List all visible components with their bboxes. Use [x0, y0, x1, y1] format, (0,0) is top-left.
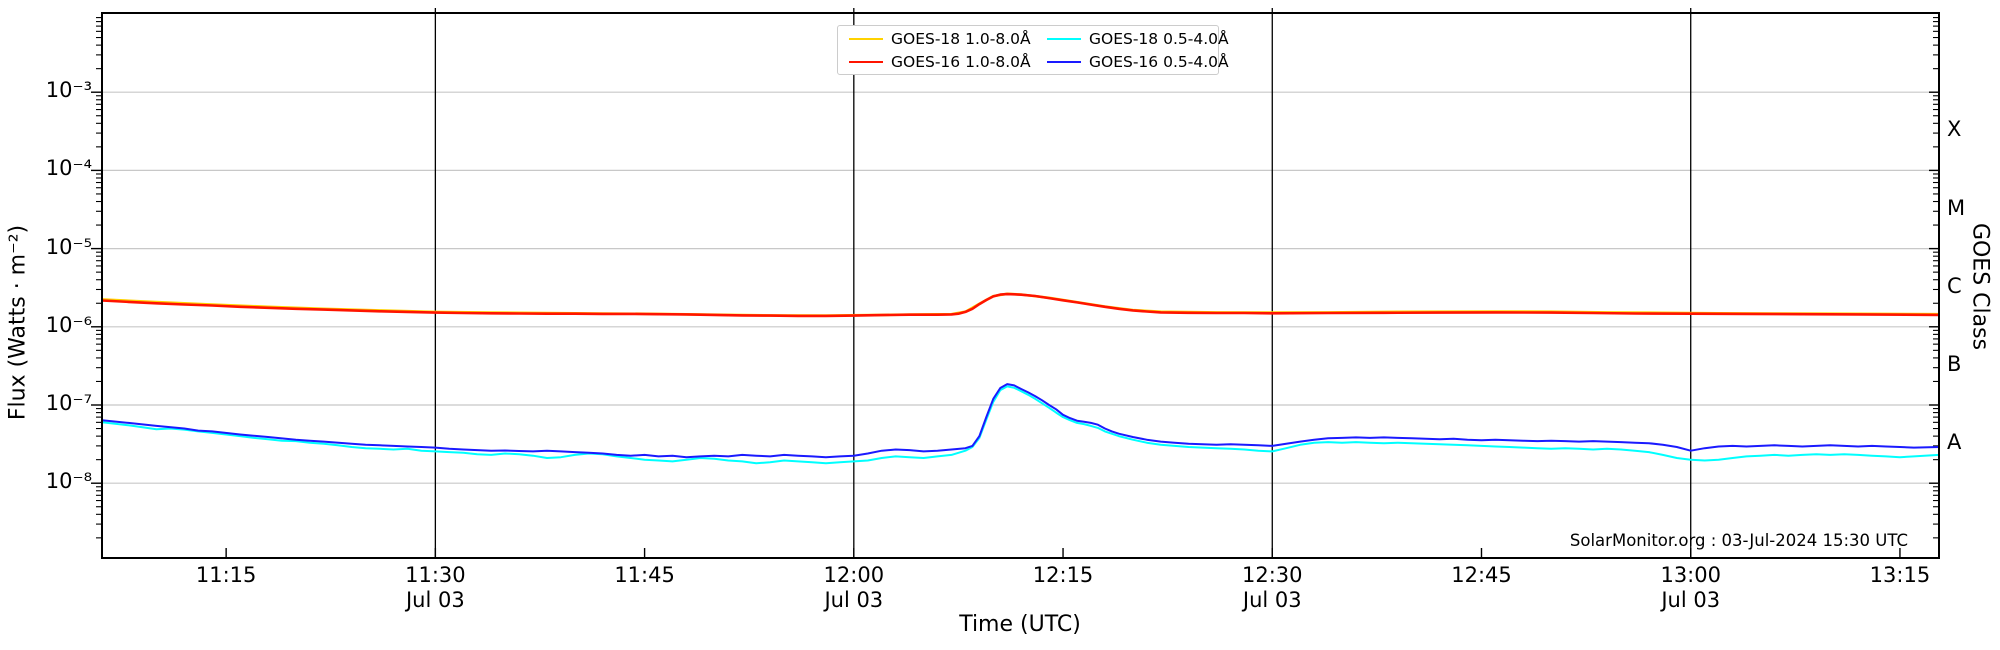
y-tick-label-1e-3: 10⁻³ [45, 78, 92, 103]
x-tick-label-12:30: 12:30 [1242, 563, 1303, 587]
goes-class-label-M: M [1947, 195, 1966, 220]
x-tick-label-12:15: 12:15 [1032, 563, 1094, 587]
legend-item-goes18-short: GOES-18 0.5-4.0Å [1047, 29, 1229, 49]
legend-item-goes18-long: GOES-18 1.0-8.0Å [849, 29, 1036, 49]
legend-swatch-goes18-short-icon [1047, 37, 1081, 40]
legend-label-goes16-short: GOES-16 0.5-4.0Å [1089, 52, 1229, 71]
x-axis-title: Time (UTC) [959, 612, 1081, 637]
y-tick-label-1e-7: 10⁻⁷ [45, 391, 92, 415]
y-tick-label-1e-4: 10⁻⁴ [45, 156, 92, 181]
legend-label-goes18-short: GOES-18 0.5-4.0Å [1089, 29, 1229, 48]
x-tick-sublabel-11:30: Jul 03 [405, 588, 465, 612]
x-tick-label-13:15: 13:15 [1869, 563, 1931, 587]
watermark-annotation: SolarMonitor.org : 03-Jul-2024 15:30 UTC [1569, 531, 1908, 550]
series-goes16-long-line [102, 292, 1939, 318]
goes-class-label-X: X [1947, 117, 1962, 142]
goes-class-label-C: C [1947, 273, 1962, 298]
x-tick-label-12:45: 12:45 [1451, 563, 1512, 587]
legend-item-goes16-short: GOES-16 0.5-4.0Å [1047, 52, 1229, 72]
legend-swatch-goes18-long-icon [849, 37, 883, 40]
x-tick-label-11:30: 11:30 [405, 563, 466, 587]
x-tick-sublabel-12:30: Jul 03 [1242, 588, 1302, 612]
series-goes16-short-line [102, 383, 1939, 459]
x-tick-sublabel-12:00: Jul 03 [824, 588, 884, 612]
legend-swatch-goes16-short-icon [1047, 60, 1081, 63]
y-tick-label-1e-8: 10⁻⁸ [45, 469, 92, 494]
x-tick-label-11:45: 11:45 [614, 563, 675, 587]
plot-frame [101, 12, 1940, 559]
right-axis-title: GOES Class [1967, 222, 1993, 351]
x-tick-label-11:15: 11:15 [195, 563, 257, 587]
y-tick-label-1e-6: 10⁻⁶ [45, 312, 92, 337]
legend-swatch-goes16-long-icon [849, 60, 883, 63]
series-goes18-short-line [102, 385, 1939, 465]
legend-label-goes16-long: GOES-16 1.0-8.0Å [891, 52, 1031, 71]
y-tick-label-1e-5: 10⁻⁵ [45, 234, 92, 259]
x-tick-label-12:00: 12:00 [823, 563, 885, 587]
x-tick-label-13:00: 13:00 [1660, 563, 1721, 587]
goes-class-label-A: A [1947, 430, 1962, 455]
legend-label-goes18-long: GOES-18 1.0-8.0Å [891, 29, 1031, 48]
legend-item-goes16-long: GOES-16 1.0-8.0Å [849, 52, 1036, 72]
goes-class-label-B: B [1947, 351, 1962, 376]
x-tick-sublabel-13:00: Jul 03 [1661, 588, 1721, 612]
legend: GOES-18 1.0-8.0Å GOES-18 0.5-4.0Å GOES-1… [837, 25, 1229, 75]
